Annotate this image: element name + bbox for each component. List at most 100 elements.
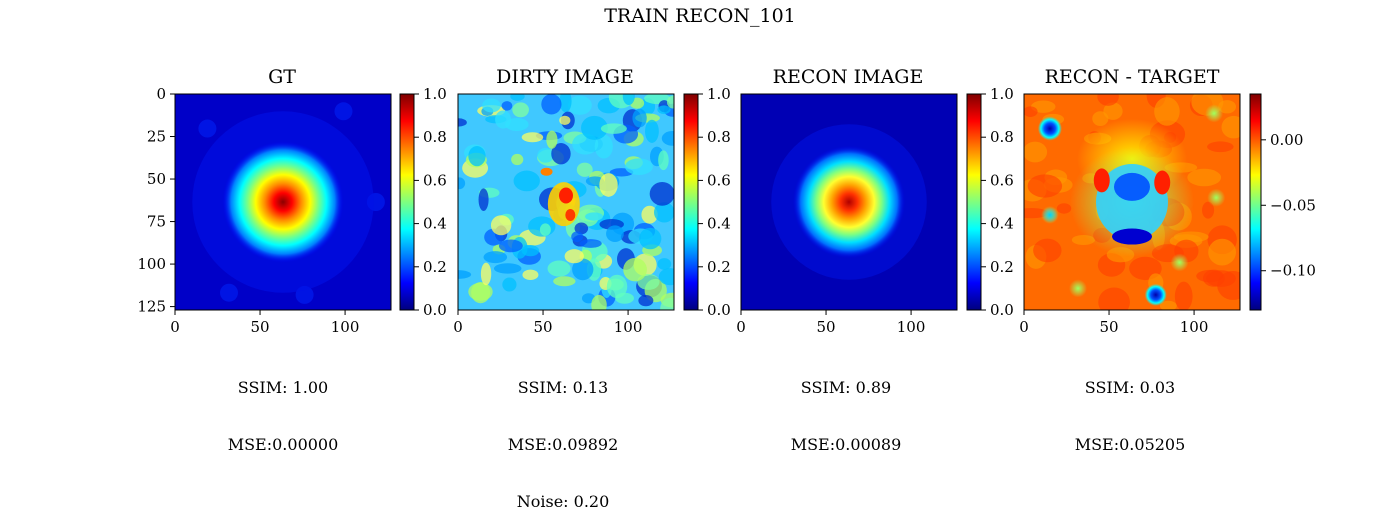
noise-speckle <box>622 94 635 106</box>
colorbar-tick-label: −0.10 <box>1270 262 1316 280</box>
colorbar-tick: 0.6 <box>698 171 731 189</box>
metrics-recon: SSIM: 0.89 MSE:0.00089 <box>726 340 966 473</box>
noise-speckle <box>594 134 613 159</box>
residual-speckle <box>1202 201 1215 219</box>
noise-speckle <box>522 269 539 281</box>
noise-speckle <box>539 223 551 236</box>
gaussian-peak <box>792 145 906 259</box>
colorbar-tick: 0.8 <box>981 128 1014 146</box>
faint-blob <box>220 283 238 302</box>
noise-speckle <box>537 147 554 163</box>
noise-speckle <box>559 94 572 113</box>
residual-spot <box>1069 279 1087 298</box>
residual-speckle <box>1027 174 1063 198</box>
y-tick-label: 125 <box>137 298 166 316</box>
x-tick-label: 0 <box>1019 318 1029 336</box>
residual-spot <box>1170 253 1189 272</box>
y-tick: 75 <box>147 213 175 231</box>
colorbar-tick: 0.0 <box>414 301 447 319</box>
y-tick: 25 <box>147 128 175 146</box>
noise-speckle <box>591 294 607 310</box>
metric-mse: MSE:0.00089 <box>790 435 902 454</box>
colorbar-tick-label: 0.0 <box>423 301 447 319</box>
y-tick: 100 <box>137 255 175 273</box>
image-frame <box>457 93 675 311</box>
x-tick-label: 0 <box>453 318 463 336</box>
noise-speckle <box>660 297 674 310</box>
noise-speckle <box>658 268 674 286</box>
x-tick: 0 <box>170 310 180 336</box>
residual-speckle <box>1159 300 1177 310</box>
metric-ssim: SSIM: 0.89 <box>800 378 892 397</box>
noise-speckle <box>658 150 669 171</box>
residual-spot <box>1205 104 1224 123</box>
metrics-diff: SSIM: 0.03 MSE:0.05205 <box>1010 340 1250 473</box>
noise-speckle <box>657 105 671 114</box>
residual-speckle <box>1208 238 1236 266</box>
noise-speckle <box>480 262 492 286</box>
colorbar-tick-label: 0.8 <box>707 128 731 146</box>
noise-speckle <box>639 227 662 250</box>
noise-speckle <box>567 95 592 115</box>
x-tick: 0 <box>1019 310 1029 336</box>
residual-core <box>1112 228 1152 245</box>
colorbar-tick: 0.00 <box>1261 131 1303 149</box>
noise-speckle <box>600 123 627 134</box>
metric-mse: MSE:0.09892 <box>507 435 619 454</box>
image-frame <box>740 93 958 311</box>
noise-speckle <box>572 258 594 281</box>
noise-speckle <box>471 282 491 304</box>
panel-title-recon: RECON IMAGE <box>772 66 924 88</box>
residual-speckle <box>1024 106 1038 117</box>
noise-speckle <box>482 98 501 113</box>
noise-speckle <box>574 222 589 235</box>
colorbar-tick: −0.05 <box>1261 196 1316 214</box>
x-tick: 50 <box>250 310 270 336</box>
colorbar-tick: 0.4 <box>981 215 1014 233</box>
gaussian-peak <box>222 141 344 263</box>
metric-mse: MSE:0.00000 <box>227 435 339 454</box>
noise-speckle <box>641 205 658 224</box>
noise-speckle <box>541 94 562 115</box>
residual-speckle <box>1221 115 1240 139</box>
residual-spot <box>1041 206 1058 223</box>
noise-speckle <box>625 158 653 175</box>
peak <box>540 167 553 176</box>
colorbar-tick: 1.0 <box>414 85 447 103</box>
residual-speckle <box>1173 231 1209 243</box>
noise-speckle <box>576 162 593 177</box>
residual-edge <box>1093 168 1110 193</box>
residual-core <box>1114 172 1150 201</box>
colorbar-tick-label: 1.0 <box>423 85 447 103</box>
noise-speckle <box>547 260 571 277</box>
colorbar-tick: −0.10 <box>1261 262 1316 280</box>
x-tick-label: 0 <box>170 318 180 336</box>
noise-speckle <box>623 257 647 282</box>
colorbar-tick-label: 0.2 <box>423 258 447 276</box>
noise-speckle <box>502 277 517 292</box>
x-tick: 100 <box>331 310 359 336</box>
heatmap-gt <box>175 94 391 310</box>
colorbar-tick: 1.0 <box>698 85 731 103</box>
noise-speckle <box>458 118 467 127</box>
x-tick: 0 <box>453 310 463 336</box>
x-tick-label: 100 <box>897 318 926 336</box>
noise-speckle <box>661 130 674 146</box>
residual-speckle <box>1097 94 1119 106</box>
colorbar-tick-label: 0.2 <box>990 258 1014 276</box>
y-tick: 50 <box>147 170 175 188</box>
noise-speckle <box>510 94 525 101</box>
noise-speckle <box>458 270 472 279</box>
colorbar-tick: 0.2 <box>698 258 731 276</box>
noise-speckle <box>606 225 624 243</box>
noise-speckle <box>504 118 529 131</box>
colorbar-tick: 0.6 <box>981 171 1014 189</box>
colorbar-tick-label: 0.2 <box>707 258 731 276</box>
colorbar <box>399 93 415 311</box>
residual-speckle <box>1092 111 1109 126</box>
residual-speckle <box>1056 203 1072 214</box>
noise-speckle <box>579 239 602 248</box>
y-tick-label: 100 <box>137 255 166 273</box>
y-tick-label: 0 <box>156 85 166 103</box>
colorbar-tick: 0.0 <box>698 301 731 319</box>
